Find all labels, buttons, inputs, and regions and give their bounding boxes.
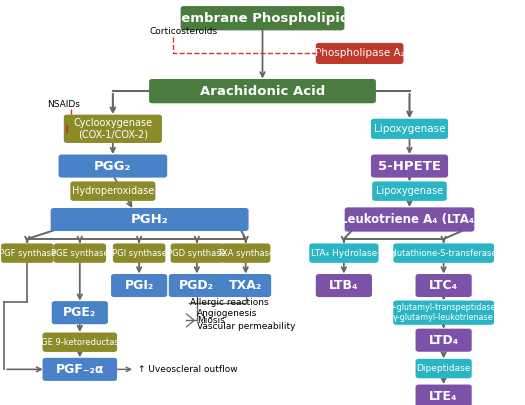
FancyBboxPatch shape (220, 274, 271, 297)
Text: Hydroperoxidase: Hydroperoxidase (72, 186, 154, 196)
Text: PGI synthase: PGI synthase (112, 249, 166, 258)
Text: 5-HPETE: 5-HPETE (378, 160, 441, 173)
FancyBboxPatch shape (54, 243, 106, 263)
FancyBboxPatch shape (181, 6, 344, 30)
Text: PGF₋₂α: PGF₋₂α (56, 363, 104, 376)
FancyBboxPatch shape (1, 243, 54, 263)
FancyBboxPatch shape (316, 274, 372, 297)
Text: Lipoxygenase: Lipoxygenase (374, 124, 445, 134)
FancyBboxPatch shape (371, 119, 448, 139)
Text: PGE₂: PGE₂ (63, 306, 97, 319)
Text: NSAIDs: NSAIDs (47, 100, 80, 109)
Text: Membrane Phospholipids: Membrane Phospholipids (168, 12, 357, 25)
Text: LTE₄: LTE₄ (429, 390, 458, 403)
FancyBboxPatch shape (171, 243, 223, 263)
Text: TXA₂: TXA₂ (229, 279, 262, 292)
FancyBboxPatch shape (64, 115, 162, 143)
Text: LTC₄: LTC₄ (429, 279, 458, 292)
Text: Dipeptidase: Dipeptidase (416, 364, 471, 373)
Text: LTB₄: LTB₄ (329, 279, 359, 292)
Text: PGD₂: PGD₂ (180, 279, 214, 292)
Text: Lipoxygenase: Lipoxygenase (376, 186, 443, 196)
FancyBboxPatch shape (393, 301, 494, 325)
Text: LTA₄ Hydrolase: LTA₄ Hydrolase (311, 249, 377, 258)
Text: Leukotriene A₄ (LTA₄): Leukotriene A₄ (LTA₄) (340, 213, 479, 226)
Text: Arachidonic Acid: Arachidonic Acid (200, 85, 325, 98)
FancyBboxPatch shape (149, 79, 376, 103)
FancyBboxPatch shape (416, 274, 471, 297)
FancyBboxPatch shape (50, 208, 249, 231)
Text: TXA synthase: TXA synthase (217, 249, 275, 258)
FancyBboxPatch shape (113, 243, 165, 263)
Text: ↑ Uveoscleral outflow: ↑ Uveoscleral outflow (138, 365, 237, 374)
Text: PGI₂: PGI₂ (124, 279, 154, 292)
Text: Corticosteroids: Corticosteroids (150, 27, 218, 36)
Text: Allergic reactions: Allergic reactions (190, 298, 269, 307)
Text: Miosis: Miosis (197, 316, 225, 325)
Text: PGG₂: PGG₂ (94, 160, 132, 173)
FancyBboxPatch shape (58, 154, 167, 177)
FancyBboxPatch shape (51, 301, 108, 324)
Text: PGF synthase: PGF synthase (0, 249, 56, 258)
Text: Angiogenesis: Angiogenesis (197, 309, 257, 318)
Text: LTD₄: LTD₄ (428, 334, 459, 347)
FancyBboxPatch shape (372, 181, 447, 201)
FancyBboxPatch shape (70, 181, 155, 201)
Text: PGE 9-ketoreductase: PGE 9-ketoreductase (36, 338, 124, 347)
FancyBboxPatch shape (309, 243, 379, 263)
FancyBboxPatch shape (416, 385, 471, 405)
Text: PGE synthase: PGE synthase (51, 249, 109, 258)
FancyBboxPatch shape (345, 207, 475, 232)
Text: Phospholipase A₂: Phospholipase A₂ (315, 49, 404, 58)
Text: Cyclooxygenase
(COX-1/COX-2): Cyclooxygenase (COX-1/COX-2) (74, 118, 152, 140)
FancyBboxPatch shape (221, 243, 270, 263)
FancyBboxPatch shape (169, 274, 225, 297)
FancyBboxPatch shape (416, 329, 471, 352)
Text: Vascular permeability: Vascular permeability (197, 322, 296, 331)
FancyBboxPatch shape (43, 333, 117, 352)
Text: PGD synthase: PGD synthase (167, 249, 226, 258)
FancyBboxPatch shape (416, 359, 471, 378)
FancyBboxPatch shape (316, 43, 404, 64)
Text: PGH₂: PGH₂ (131, 213, 169, 226)
FancyBboxPatch shape (111, 274, 167, 297)
Text: glutathione-S-transferase: glutathione-S-transferase (390, 249, 498, 258)
FancyBboxPatch shape (371, 154, 448, 177)
FancyBboxPatch shape (393, 243, 494, 263)
FancyBboxPatch shape (43, 358, 117, 381)
Text: γ-glutamyl-transpeptidase
γ-glutamyl-leukotrienase: γ-glutamyl-transpeptidase γ-glutamyl-leu… (391, 303, 497, 322)
